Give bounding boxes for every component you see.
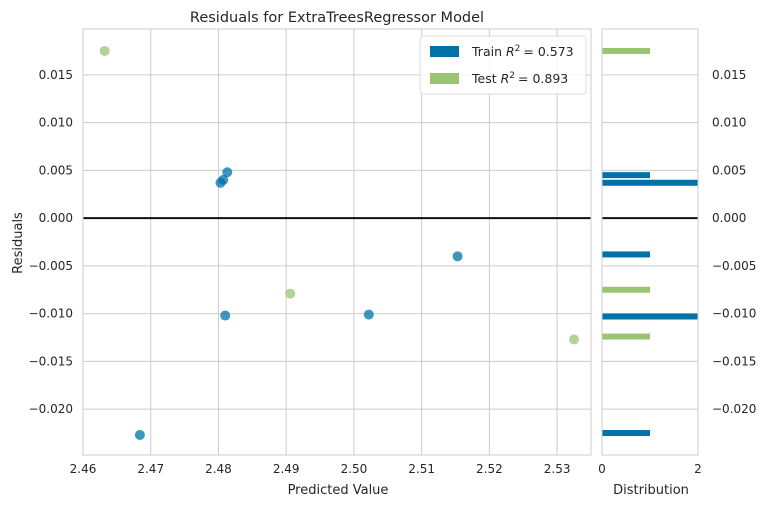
data-point-train	[218, 174, 229, 185]
legend-test-value: = 0.893	[518, 71, 568, 86]
y-tick-label: −0.005	[29, 259, 73, 273]
residuals-plot: 2.46 2.47 2.48 2.49 2.50 2.51 2.52 2.53 −0.020−…	[11, 28, 592, 498]
distribution-bar-test	[602, 333, 650, 340]
y-tick-label: 0.010	[39, 116, 73, 130]
distribution-y-tick-label: 0.010	[712, 116, 746, 130]
x-tick-labels: 2.46 2.47 2.48 2.49 2.50 2.51 2.52 2.53	[70, 462, 571, 476]
legend-test-label: Test R2 = 0.893	[471, 71, 568, 86]
distribution-y-tick-label: −0.020	[712, 402, 756, 416]
x-tick-label: 2.52	[476, 462, 503, 476]
data-point-train	[134, 429, 145, 440]
distribution-bar-train	[602, 172, 650, 179]
distribution-y-tick-label: 0.005	[712, 163, 746, 177]
distribution-bar-test	[602, 286, 650, 293]
legend-train-prefix: Train	[471, 44, 506, 59]
distribution-y-tick-label: −0.010	[712, 307, 756, 321]
distribution-y-tick-label: 0.000	[712, 211, 746, 225]
distribution-y-tick-label: −0.015	[712, 354, 756, 368]
x-tick-label: 2.49	[273, 462, 300, 476]
legend: Train R2 = 0.573 Test R2 = 0.893	[419, 35, 587, 95]
distribution-bar-test	[602, 47, 650, 54]
distribution-bars	[602, 47, 698, 437]
y-tick-label: 0.015	[39, 68, 73, 82]
legend-train-exp: 2	[515, 44, 521, 54]
data-point-test	[99, 45, 110, 56]
data-point-train	[222, 167, 233, 178]
y-tick-label: −0.010	[29, 307, 73, 321]
legend-box	[419, 35, 587, 95]
distribution-bar-train	[602, 313, 698, 320]
legend-test-swatch	[430, 73, 459, 84]
y-axis-label: Residuals	[11, 212, 26, 274]
distribution-y-tick-labels: −0.020 −0.015 −0.010 −0.005 0.000 0.005 0.010 0…	[712, 68, 756, 416]
y-tick-label: −0.020	[29, 402, 73, 416]
main-gridlines	[82, 29, 591, 455]
legend-train-value: = 0.573	[523, 44, 573, 59]
distribution-bar-train	[602, 430, 650, 437]
data-point-test	[569, 334, 580, 345]
distribution-label: Distribution	[613, 483, 689, 498]
distribution-y-tick-label: −0.005	[712, 259, 756, 273]
plot-background	[83, 29, 591, 455]
x-axis-label: Predicted Value	[288, 483, 389, 498]
y-tick-labels: −0.020 −0.015 −0.010 −0.005 0.000 0.005 0.010 0…	[29, 68, 73, 416]
data-point-train	[452, 251, 463, 262]
distribution-x-tick-label: 0	[598, 462, 606, 476]
legend-test-r: R	[501, 71, 510, 86]
scatter-points	[99, 45, 580, 440]
legend-test-exp: 2	[509, 71, 515, 81]
data-point-train	[220, 310, 231, 321]
distribution-bar-train	[602, 179, 698, 186]
legend-train-r: R	[506, 44, 515, 59]
x-tick-label: 2.50	[341, 462, 368, 476]
data-point-train	[363, 309, 374, 320]
x-tick-label: 2.48	[205, 462, 232, 476]
y-tick-label: 0.000	[39, 211, 73, 225]
distribution-bar-train	[602, 251, 650, 258]
legend-train-label: Train R2 = 0.573	[471, 44, 574, 59]
legend-train-swatch	[430, 46, 459, 57]
plot-frame	[82, 28, 592, 456]
distribution-x-tick-label: 2	[694, 462, 702, 476]
distribution-y-tick-label: 0.015	[712, 68, 746, 82]
x-tick-label: 2.47	[137, 462, 164, 476]
x-tick-label: 2.53	[544, 462, 571, 476]
distribution-background	[602, 29, 698, 455]
distribution-frame	[601, 28, 699, 456]
x-tick-label: 2.46	[70, 462, 97, 476]
y-tick-label: 0.005	[39, 163, 73, 177]
x-tick-label: 2.51	[408, 462, 435, 476]
chart-title: Residuals for ExtraTreesRegressor Model	[190, 10, 484, 26]
legend-test-prefix: Test	[471, 71, 501, 86]
y-tick-label: −0.015	[29, 354, 73, 368]
data-point-test	[285, 288, 296, 299]
